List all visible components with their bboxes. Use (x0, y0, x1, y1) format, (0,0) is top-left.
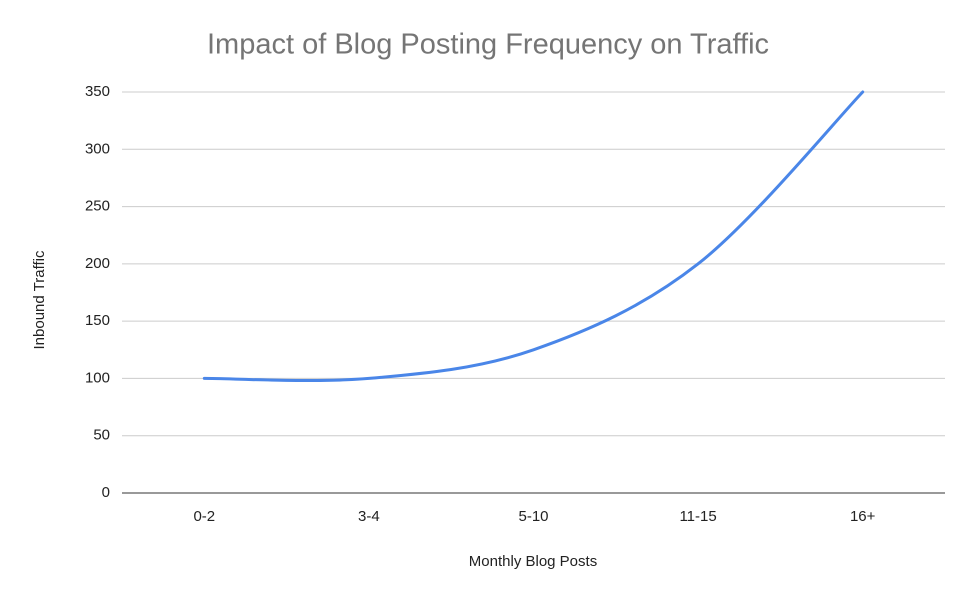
x-tick-label: 0-2 (193, 508, 215, 525)
x-tick-label: 11-15 (679, 508, 716, 525)
line (202, 90, 865, 383)
x-tick-label: 3-4 (358, 508, 380, 525)
y-tick-label: 100 (85, 369, 110, 386)
y-tick-label: 150 (85, 312, 110, 329)
y-tick-label: 200 (85, 255, 110, 272)
x-tick-label: 5-10 (518, 508, 548, 525)
y-tick-label: 300 (85, 140, 110, 157)
chart-title: Impact of Blog Posting Frequency on Traf… (207, 29, 769, 61)
y-tick-label: 250 (85, 198, 110, 215)
y-axis-title: Inbound Traffic (31, 250, 48, 349)
y-tick-label: 0 (102, 484, 110, 501)
y-tick-label: 350 (85, 83, 110, 100)
x-axis-title: Monthly Blog Posts (469, 553, 597, 570)
x-tick-label: 16+ (850, 508, 876, 525)
y-tick-label: 50 (93, 427, 110, 444)
